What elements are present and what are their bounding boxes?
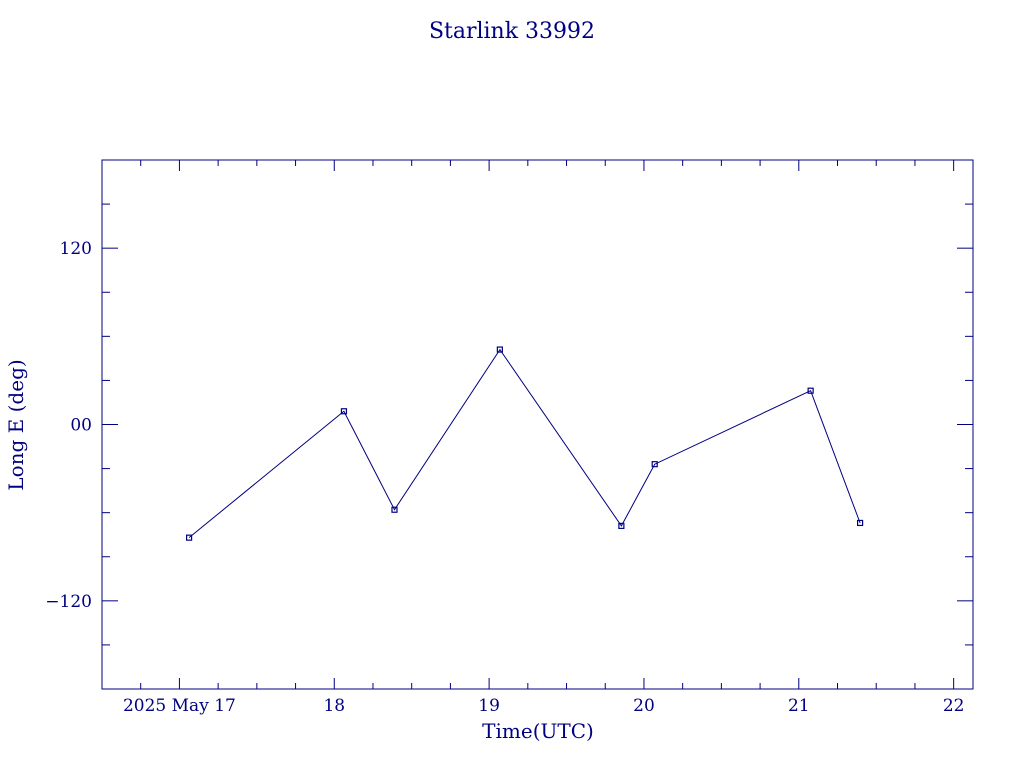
data-point <box>391 506 398 513</box>
data-point <box>807 387 814 394</box>
y-axis-label: Long E (deg) <box>4 359 28 490</box>
x-axis-label: Time(UTC) <box>482 719 594 743</box>
data-point <box>186 534 193 541</box>
x-tick-label: 19 <box>478 696 500 716</box>
data-point <box>496 346 503 353</box>
series-layer <box>186 346 864 541</box>
y-tick-label: 00 <box>70 416 92 436</box>
plot-frame <box>101 159 974 690</box>
chart-title: Starlink 33992 <box>429 19 595 44</box>
x-tick-label: 2025 May 17 <box>123 696 236 716</box>
x-tick-label: 18 <box>323 696 345 716</box>
data-point <box>340 408 348 415</box>
data-point <box>856 519 864 527</box>
x-tick-label: 22 <box>943 696 965 716</box>
y-axis-ticks <box>102 203 973 646</box>
data-point <box>618 522 625 529</box>
y-tick-label: 120 <box>60 239 92 259</box>
x-axis-ticks <box>101 160 955 689</box>
y-tick-label: −120 <box>45 592 92 612</box>
x-tick-label: 21 <box>788 696 810 716</box>
y-axis-tick-labels: 120 00 −120 <box>45 239 92 612</box>
x-axis-tick-labels: 2025 May 17 18 19 20 21 22 <box>123 696 964 716</box>
data-point <box>651 461 658 468</box>
x-tick-label: 20 <box>633 696 655 716</box>
series-line <box>188 348 861 538</box>
